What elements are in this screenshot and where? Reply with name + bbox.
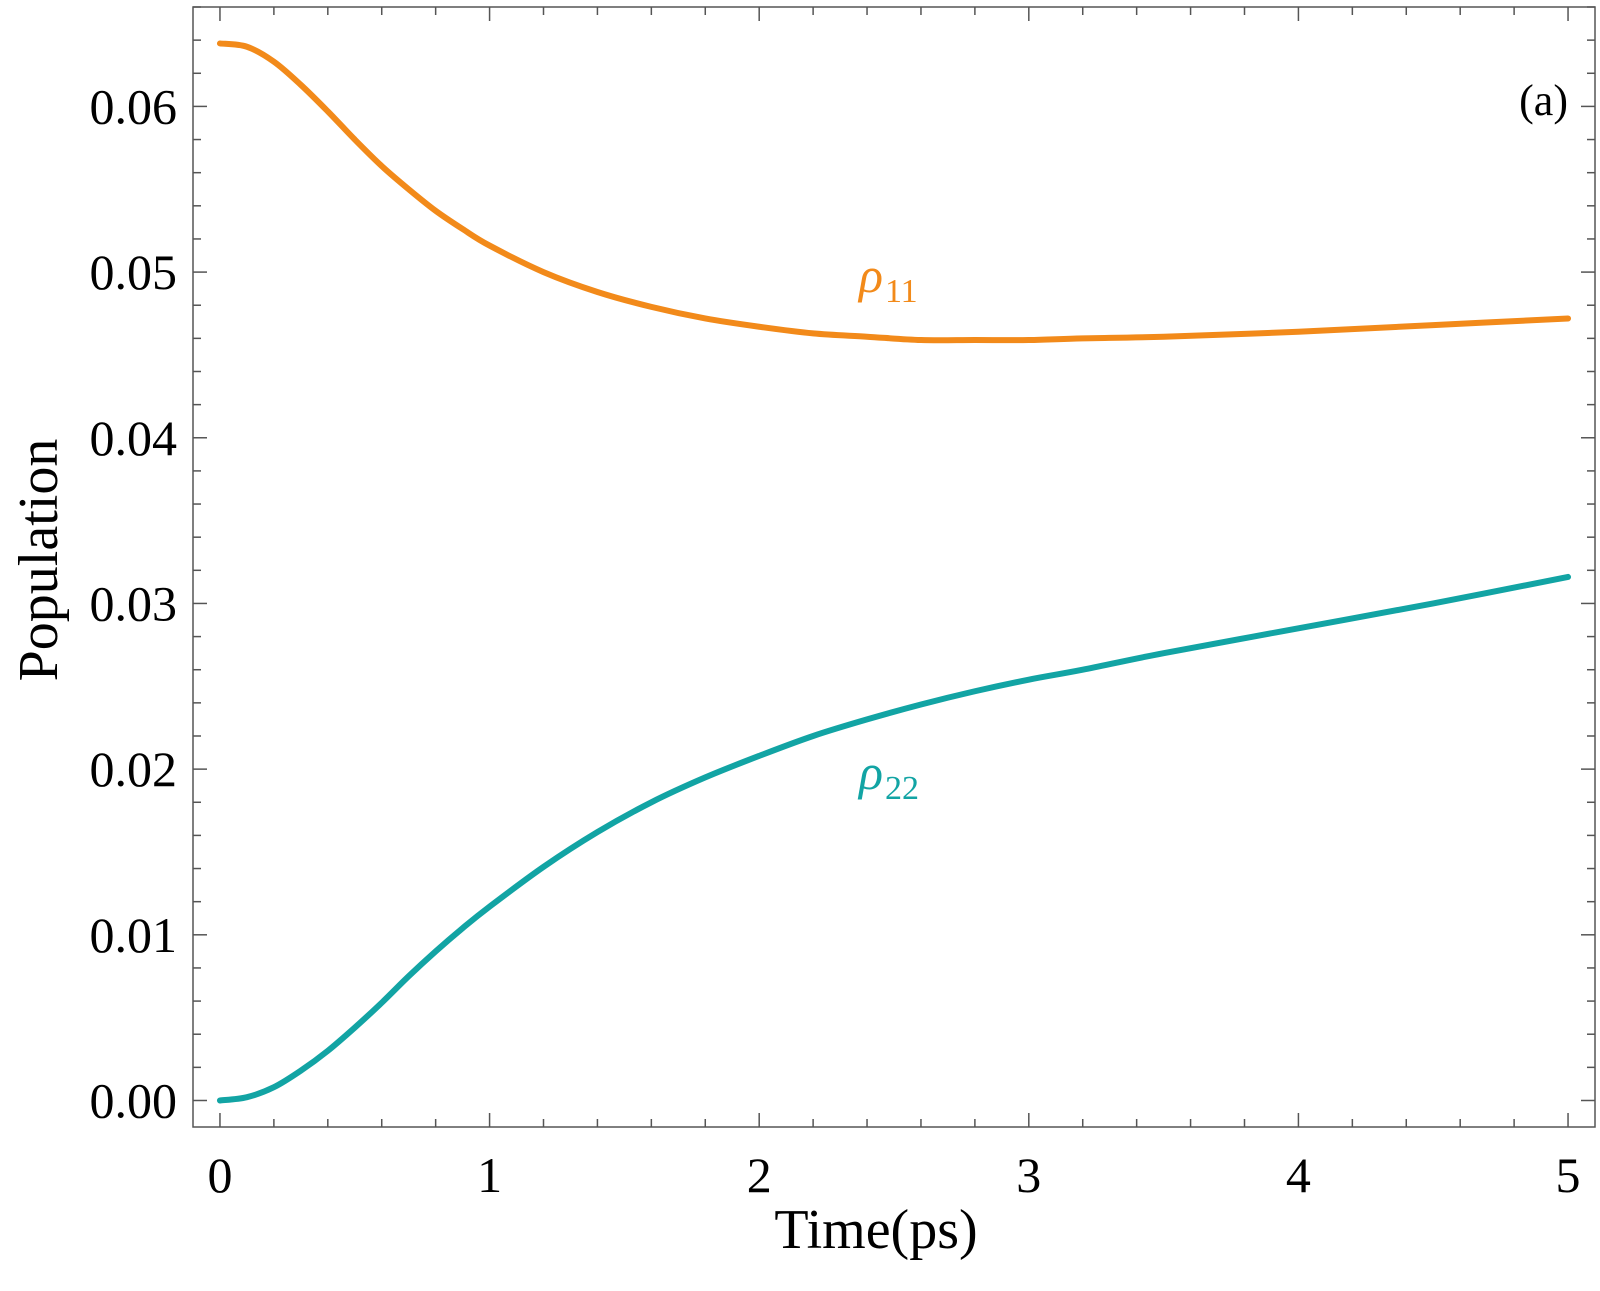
y-tick-label: 0.01 xyxy=(90,907,178,963)
series-line-rho22 xyxy=(216,573,1572,1104)
y-tick-label: 0.05 xyxy=(90,244,178,300)
series-line-rho11 xyxy=(216,40,1572,344)
y-tick-label: 0.02 xyxy=(90,741,178,797)
x-tick-label: 3 xyxy=(1016,1147,1041,1203)
x-tick-label: 4 xyxy=(1286,1147,1311,1203)
y-tick-label: 0.03 xyxy=(90,575,178,631)
y-tick-label: 0.04 xyxy=(90,410,178,466)
series-label-rho22: ρ22 xyxy=(857,744,919,807)
plot-frame xyxy=(192,6,1596,1128)
panel-label: (a) xyxy=(1519,76,1568,125)
x-tick-label: 2 xyxy=(747,1147,772,1203)
y-axis-title: Population xyxy=(8,439,70,682)
x-tick-label: 1 xyxy=(477,1147,502,1203)
series-label-rho11: ρ11 xyxy=(857,247,918,310)
x-axis-title: Time(ps) xyxy=(774,1199,977,1261)
series-label-subscript: 22 xyxy=(885,770,919,807)
series-label-symbol: ρ xyxy=(857,247,883,303)
y-tick-label: 0.06 xyxy=(90,78,178,134)
series-label-subscript: 11 xyxy=(885,273,918,310)
y-tick-label: 0.00 xyxy=(90,1072,178,1128)
x-tick-label: 5 xyxy=(1556,1147,1581,1203)
series-label-symbol: ρ xyxy=(857,744,883,800)
x-tick-label: 0 xyxy=(207,1147,232,1203)
